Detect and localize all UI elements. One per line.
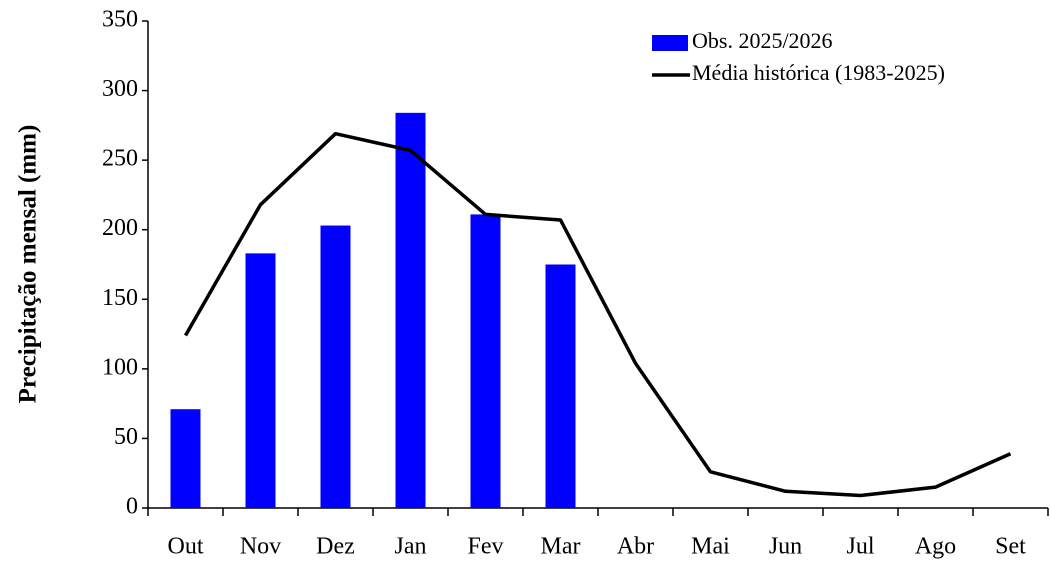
y-axis-label: Precipitação mensal (mm): [15, 125, 42, 404]
x-tick-label: Jun: [769, 534, 802, 560]
x-tick-label: Fev: [468, 534, 504, 560]
line: [183, 131, 1012, 498]
y-tick-label: 150: [102, 285, 138, 311]
x-tick-label: Ago: [915, 534, 956, 560]
x-tick-label: Nov: [240, 534, 281, 560]
x-tick-label: Out: [168, 534, 204, 560]
y-tick-label: 300: [102, 76, 138, 102]
x-tick-label: Dez: [316, 534, 355, 560]
y-tick-label: 0: [126, 494, 138, 520]
y-tick-label: 250: [102, 146, 138, 172]
legend-label: Média histórica (1983-2025): [692, 60, 945, 85]
y-tick-label: 200: [102, 215, 138, 241]
x-tick-label: Set: [995, 534, 1026, 560]
bar: [170, 409, 201, 508]
y-tick-label: 350: [102, 7, 138, 33]
bar: [470, 214, 501, 508]
bar: [245, 253, 276, 508]
bar: [395, 112, 426, 508]
x-tick-label: Abr: [617, 534, 654, 560]
y-tick-label: 100: [102, 354, 138, 380]
x-tick-label: Jul: [846, 534, 874, 560]
x-tick-label: Jan: [395, 534, 427, 560]
x-tick-label: Mar: [541, 534, 581, 560]
bar: [545, 264, 576, 508]
bar: [320, 225, 351, 509]
x-tick-label: Mai: [691, 534, 730, 560]
legend-label: Obs. 2025/2026: [692, 28, 833, 53]
legend-swatch: [652, 35, 688, 51]
y-tick-label: 50: [114, 424, 138, 450]
